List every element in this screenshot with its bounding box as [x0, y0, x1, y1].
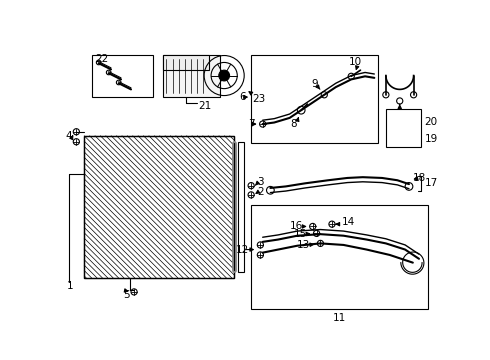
Text: 20: 20 — [424, 117, 438, 127]
Text: 17: 17 — [424, 178, 438, 188]
Text: 2: 2 — [257, 187, 264, 197]
Text: 14: 14 — [342, 217, 355, 227]
Text: 4: 4 — [65, 131, 72, 141]
Text: 7: 7 — [248, 119, 255, 129]
Bar — [251, 55, 378, 143]
Text: 23: 23 — [252, 94, 266, 104]
Text: 5: 5 — [123, 290, 130, 300]
Text: 6: 6 — [239, 92, 245, 102]
Text: 18: 18 — [413, 173, 426, 183]
Text: 13: 13 — [297, 240, 311, 250]
Text: 10: 10 — [348, 58, 362, 67]
Text: 9: 9 — [312, 79, 318, 89]
Text: 1: 1 — [67, 281, 74, 291]
Bar — [163, 55, 220, 97]
Bar — [238, 142, 244, 272]
Text: 16: 16 — [290, 221, 303, 231]
Text: 12: 12 — [236, 244, 249, 255]
Text: 3: 3 — [257, 177, 264, 187]
Text: 15: 15 — [294, 229, 307, 239]
Text: 21: 21 — [198, 101, 212, 111]
Bar — [84, 136, 234, 278]
Text: 11: 11 — [333, 313, 346, 323]
Bar — [386, 109, 420, 147]
Bar — [251, 205, 428, 309]
Circle shape — [219, 70, 229, 81]
Text: 8: 8 — [290, 119, 297, 129]
Bar — [84, 136, 234, 278]
Bar — [92, 55, 153, 97]
Text: 22: 22 — [95, 54, 108, 64]
Text: 19: 19 — [424, 134, 438, 144]
Bar — [163, 55, 209, 70]
